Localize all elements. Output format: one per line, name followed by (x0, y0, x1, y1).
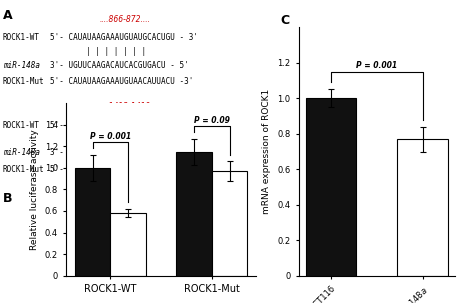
Text: HCT116 $miR$-$148a$: HCT116 $miR$-$148a$ (144, 205, 221, 216)
Text: | | | | | |: | | | | | | (90, 135, 141, 144)
Y-axis label: Relative luciferase activity: Relative luciferase activity (30, 129, 39, 250)
Text: 5'- CAUAUAAGAAAUGUAACAUUACU -3': 5'- CAUAUAAGAAAUGUAACAUUACU -3' (50, 77, 193, 86)
Bar (125, 205, 138, 217)
Text: ....1413-1419....: ....1413-1419.... (99, 102, 160, 111)
Text: 5'- CAUAUAAGAAAUGUAUGCACUGU - 3': 5'- CAUAUAAGAAAUGUAUGCACUGU - 3' (50, 33, 198, 42)
Text: C: C (281, 14, 290, 27)
Text: P = 0.001: P = 0.001 (356, 61, 397, 70)
Text: 5'- GUGGUAUUGAAAGCCGCACUGA - 3': 5'- GUGGUAUUGAAAGCCGCACUGA - 3' (50, 121, 193, 130)
Bar (125, 189, 138, 201)
Bar (306, 98, 356, 276)
Bar (212, 171, 247, 276)
Text: A: A (3, 9, 12, 22)
Text: miR-148a: miR-148a (3, 148, 40, 158)
Bar (75, 168, 110, 276)
Text: 3'- UGUUCAAGACAUCACGUGACU - 5': 3'- UGUUCAAGACAUCACGUGACU - 5' (50, 148, 188, 158)
Text: miR-148a: miR-148a (3, 61, 40, 70)
Bar (110, 213, 146, 276)
Text: ROCK1-Mut: ROCK1-Mut (3, 165, 44, 174)
Text: 3'- UGUUCAAGACAUCACGUGACU - 5': 3'- UGUUCAAGACAUCACGUGACU - 5' (50, 61, 188, 70)
Y-axis label: mRNA expression of ROCK1: mRNA expression of ROCK1 (263, 89, 272, 214)
Text: P = 0.09: P = 0.09 (194, 116, 230, 125)
Text: ....866-872....: ....866-872.... (99, 15, 150, 24)
Text: ROCK1-WT: ROCK1-WT (3, 121, 40, 130)
Bar (176, 152, 212, 276)
Bar (398, 139, 448, 276)
Text: B: B (3, 192, 12, 205)
Text: P = 0.001: P = 0.001 (90, 132, 131, 141)
Text: HCT116: HCT116 (144, 191, 176, 200)
Text: 5'- GUGGUAUUGAAAGCCCGUUACA - 3': 5'- GUGGUAUUGAAAGCCCGUUACA - 3' (50, 165, 193, 174)
Text: ROCK1-WT: ROCK1-WT (3, 33, 40, 42)
Text: | | | | | | |: | | | | | | | (86, 47, 146, 56)
Text: ROCK1-Mut: ROCK1-Mut (3, 77, 44, 86)
